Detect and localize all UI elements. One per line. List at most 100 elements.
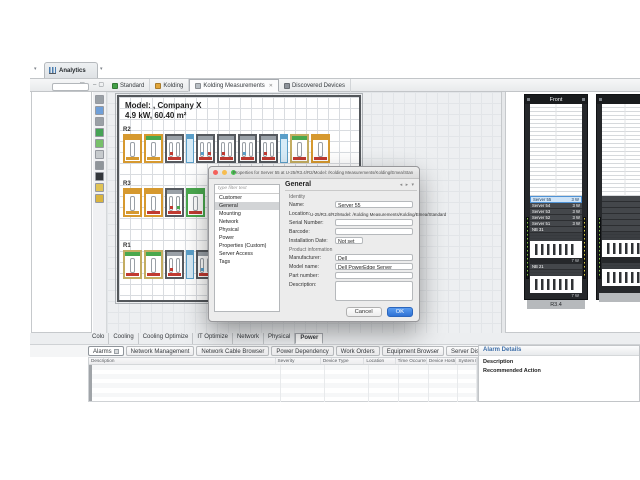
panel-tab-alarms[interactable]: Alarms: [88, 346, 124, 356]
column-header-device-type[interactable]: Device Type: [321, 358, 365, 364]
table-row[interactable]: [89, 378, 477, 384]
canvas-tool-icon-1[interactable]: [95, 95, 104, 104]
floor-rack[interactable]: [196, 134, 215, 163]
close-icon[interactable]: ✕: [268, 82, 273, 89]
floor-rack[interactable]: [165, 250, 184, 279]
field-input-name-[interactable]: Server 55: [335, 201, 413, 208]
canvas-tool-icon-7[interactable]: [95, 161, 104, 170]
field-input-manufacturer-[interactable]: Dell: [335, 254, 413, 261]
field-input-installation-date-[interactable]: Not set: [335, 237, 363, 245]
dialog-nav-mounting[interactable]: Mounting: [219, 211, 241, 217]
dialog-nav-arrows-icon[interactable]: ◂ ▸ ▾: [399, 182, 415, 188]
dialog-nav-tags[interactable]: Tags: [219, 259, 231, 265]
table-row[interactable]: [89, 374, 477, 379]
floor-rack[interactable]: [186, 134, 194, 163]
column-header-device-hostname[interactable]: Device Hostname: [427, 358, 457, 364]
canvas-tool-icon-9[interactable]: [95, 183, 104, 192]
table-row[interactable]: [89, 392, 477, 398]
dialog-nav-physical[interactable]: Physical: [219, 227, 239, 233]
panel-tab-network-cable-browser[interactable]: Network Cable Browser: [196, 346, 270, 356]
column-header-description[interactable]: Description: [89, 358, 276, 364]
floor-rack[interactable]: [165, 134, 184, 163]
cancel-button[interactable]: Cancel: [345, 307, 382, 317]
field-input-barcode-[interactable]: [335, 228, 413, 235]
rack-server[interactable]: Server 51 3 W: [530, 221, 582, 227]
floor-rack[interactable]: [280, 134, 288, 163]
rack-server[interactable]: NB 21: [530, 264, 582, 270]
table-row[interactable]: [89, 383, 477, 388]
blade-chassis[interactable]: [602, 240, 640, 257]
column-header-severity[interactable]: Severity: [276, 358, 321, 364]
floor-rack[interactable]: [123, 250, 142, 279]
properties-dialog[interactable]: Properties for Server 55 at U-25/R3.4/R2…: [208, 166, 446, 322]
filter-input[interactable]: [52, 83, 89, 91]
layer-tab-network[interactable]: Network: [233, 333, 264, 344]
minimize-window-icon[interactable]: [222, 170, 227, 175]
dialog-nav-server-access[interactable]: Server Access: [219, 251, 253, 257]
layer-tab-colo[interactable]: Colo: [88, 333, 110, 344]
dialog-nav-network[interactable]: Network: [219, 219, 239, 225]
rack-server[interactable]: [602, 226, 640, 232]
floor-rack[interactable]: [259, 134, 278, 163]
ok-button[interactable]: OK: [386, 307, 413, 317]
editor-tab-discovered-devices[interactable]: Discovered Devices: [279, 79, 351, 92]
floor-rack[interactable]: [123, 188, 142, 217]
floor-rack[interactable]: [217, 134, 236, 163]
panel-tab-network-management[interactable]: Network Management: [125, 346, 195, 356]
layer-tab-it-optimize[interactable]: IT Optimize: [193, 333, 233, 344]
canvas-tool-icon-8[interactable]: [95, 172, 104, 181]
rack-elevation-panel[interactable]: Front Server 55 3 W Server 54 3 W Server 53 3 …: [506, 92, 640, 333]
editor-tab-kolding-measurements[interactable]: Kolding Measurements ✕: [189, 79, 279, 92]
blade-chassis[interactable]: [530, 276, 582, 293]
floor-rack[interactable]: [123, 134, 142, 163]
alarm-table[interactable]: Description Severity Device Type Location Ti…: [88, 357, 478, 402]
rack-server[interactable]: Server 53 3 W: [530, 209, 582, 215]
editor-tab-standard[interactable]: Standard: [107, 79, 151, 92]
table-row[interactable]: [89, 387, 477, 393]
canvas-tool-icon-3[interactable]: [95, 117, 104, 126]
blade-chassis[interactable]: [530, 241, 582, 258]
editor-minimize-maximize[interactable]: –▢: [93, 82, 107, 88]
column-header-system-name[interactable]: System Name: [456, 358, 477, 364]
floor-rack[interactable]: [290, 134, 309, 163]
dialog-nav-power[interactable]: Power: [219, 235, 235, 241]
rack-server[interactable]: NB 31: [530, 227, 582, 233]
floor-rack[interactable]: [311, 134, 330, 163]
floor-rack[interactable]: [238, 134, 257, 163]
floor-rack[interactable]: [144, 134, 163, 163]
floor-rack[interactable]: [144, 188, 163, 217]
panel-tab-equipment-browser[interactable]: Equipment Browser: [381, 346, 445, 356]
dialog-category-list[interactable]: type filter text Customer General Mounting…: [214, 184, 280, 312]
field-input-model-name-[interactable]: Dell PowerEdge Server: [335, 263, 413, 270]
rack-server[interactable]: Server 52 3 W: [530, 215, 582, 221]
rack-server[interactable]: [602, 202, 640, 208]
zoom-window-icon[interactable]: [231, 170, 236, 175]
rack-server-selected[interactable]: Server 55 3 W: [530, 196, 582, 203]
layer-tab-cooling-optimize[interactable]: Cooling Optimize: [139, 333, 194, 344]
table-row[interactable]: [89, 365, 477, 370]
panel-tab-power-dependency[interactable]: Power Dependency: [271, 346, 334, 356]
floor-rack[interactable]: [165, 188, 184, 217]
floor-rack[interactable]: [144, 250, 163, 279]
panel-tab-work-orders[interactable]: Work Orders: [335, 346, 380, 356]
dialog-nav-customer[interactable]: Customer: [219, 195, 242, 201]
close-window-icon[interactable]: [213, 170, 218, 175]
dialog-titlebar[interactable]: Properties for Server 55 at U-25/R3.4/R2…: [209, 167, 419, 179]
field-input-serial-number-[interactable]: [335, 219, 413, 226]
table-gutter[interactable]: [89, 365, 92, 401]
chevron-left-icon[interactable]: ▾: [34, 66, 37, 72]
perspective-tab-analytics[interactable]: Analytics: [44, 62, 98, 78]
dialog-filter-input[interactable]: type filter text: [215, 185, 279, 194]
canvas-tool-icon-4[interactable]: [95, 128, 104, 137]
navigation-panel[interactable]: [31, 92, 92, 333]
table-row[interactable]: [89, 369, 477, 375]
layer-tab-cooling[interactable]: Cooling: [109, 333, 139, 344]
rack-server[interactable]: Server 54 3 W: [530, 203, 582, 209]
rack-server[interactable]: [602, 196, 640, 202]
layer-tab-power[interactable]: Power: [295, 333, 324, 344]
rack-server[interactable]: [602, 220, 640, 226]
canvas-tool-icon-6[interactable]: [95, 150, 104, 159]
rack-elevation-rear[interactable]: [596, 94, 640, 302]
column-header-location[interactable]: Location: [364, 358, 396, 364]
rack-elevation-front[interactable]: Front Server 55 3 W Server 54 3 W Server 53 3 …: [524, 94, 588, 309]
